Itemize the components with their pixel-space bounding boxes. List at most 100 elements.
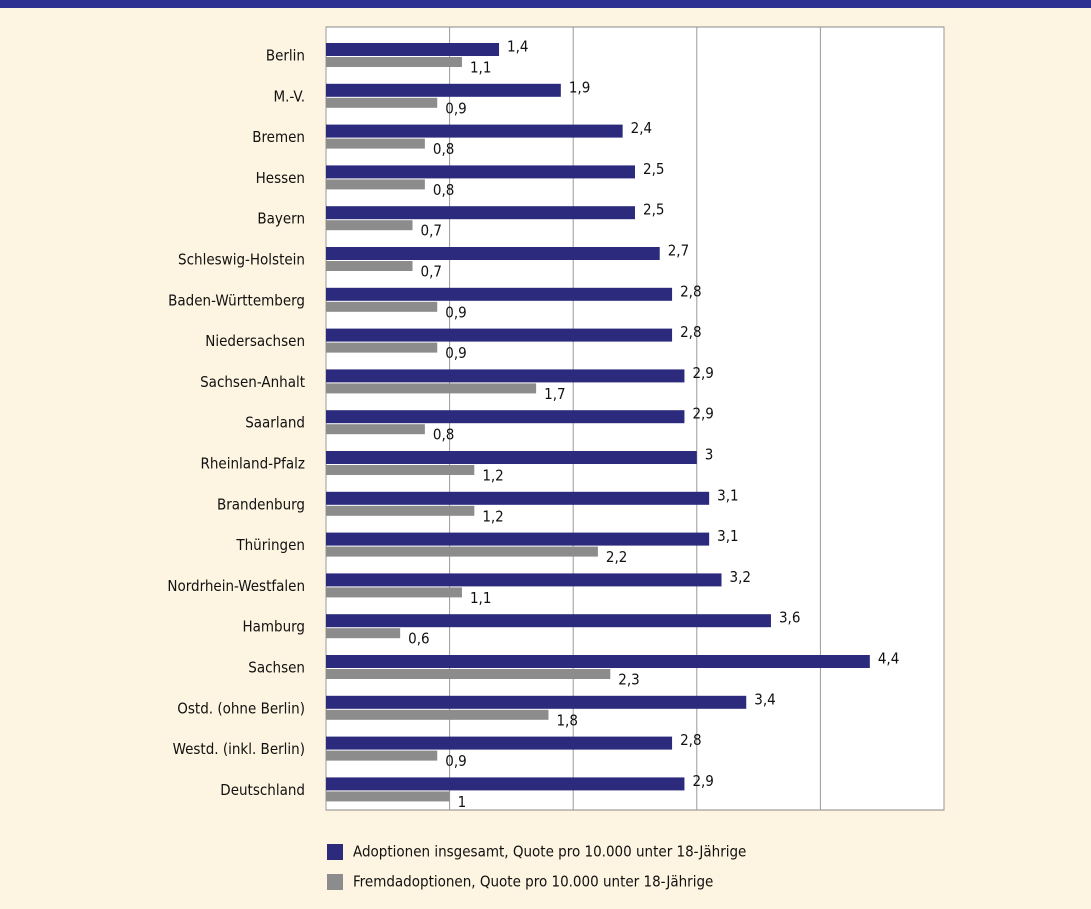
value-label: 1,8: [556, 711, 577, 729]
bar: [326, 491, 710, 505]
category-label: Niedersachsen: [205, 332, 305, 350]
value-label: 0,7: [421, 263, 442, 281]
value-label: 2,5: [643, 160, 664, 178]
value-label: 1: [458, 793, 467, 811]
value-label: 2,8: [680, 323, 701, 341]
category-label: Hessen: [256, 169, 305, 187]
value-label: 1,1: [470, 59, 491, 77]
bar: [326, 546, 598, 557]
category-label: Bremen: [252, 128, 305, 146]
value-label: 2,2: [606, 548, 627, 566]
category-label: Berlin: [266, 47, 305, 65]
value-label: 1,4: [507, 38, 528, 56]
value-label: 3,6: [779, 609, 800, 627]
value-label: 4,4: [878, 650, 899, 668]
legend-swatch: [327, 874, 343, 890]
bar: [326, 465, 475, 475]
value-label: 2,7: [668, 242, 689, 260]
bar: [326, 369, 685, 383]
value-label: 0,8: [433, 181, 454, 199]
category-label: Thüringen: [235, 536, 305, 554]
bar: [326, 791, 450, 802]
value-label: 0,9: [445, 99, 466, 117]
bar: [326, 505, 475, 516]
value-label: 2,3: [618, 671, 639, 689]
category-label: Deutschland: [220, 781, 305, 799]
category-label: Schleswig-Holstein: [178, 251, 305, 269]
bar: [326, 628, 401, 639]
category-label: Bayern: [257, 210, 305, 228]
bar: [326, 532, 710, 546]
bar: [326, 424, 425, 435]
category-label: Saarland: [245, 414, 305, 432]
value-label: 2,5: [643, 201, 664, 219]
bar: [326, 261, 413, 271]
value-label: 3,1: [717, 486, 738, 504]
bar: [326, 83, 561, 97]
category-label: Westd. (inkl. Berlin): [173, 740, 305, 758]
value-label: 0,8: [433, 140, 454, 158]
category-label: Rheinland-Pfalz: [200, 455, 305, 473]
bar: [326, 220, 413, 231]
bar: [326, 614, 771, 628]
category-label: Baden-Württemberg: [168, 291, 305, 309]
value-label: 2,8: [680, 282, 701, 300]
bar: [326, 750, 438, 761]
value-label: 0,7: [421, 222, 442, 240]
bar: [326, 342, 438, 353]
value-label: 2,8: [680, 731, 701, 749]
legend-swatch: [327, 844, 343, 860]
bar: [326, 383, 537, 394]
value-label: 1,1: [470, 589, 491, 607]
bar: [326, 57, 462, 67]
value-label: 1,7: [544, 385, 565, 403]
legend-label: Adoptionen insgesamt, Quote pro 10.000 u…: [353, 843, 746, 861]
category-label: M.-V.: [273, 87, 305, 105]
value-label: 2,4: [631, 119, 652, 137]
bar: [326, 587, 462, 598]
value-label: 3,2: [730, 568, 751, 586]
top-stripe: [0, 0, 1091, 8]
category-label: Brandenburg: [217, 495, 305, 513]
bar: [326, 138, 425, 149]
bar: [326, 301, 438, 312]
category-label: Nordrhein-Westfalen: [167, 577, 305, 595]
bar: [326, 777, 685, 791]
value-label: 3,4: [754, 690, 775, 708]
value-label: 1,2: [482, 507, 503, 525]
category-label: Sachsen: [248, 659, 305, 677]
bar: [326, 328, 673, 342]
bar: [326, 97, 438, 108]
bar: [326, 669, 611, 679]
bar: [326, 43, 500, 56]
value-label: 1,9: [569, 78, 590, 96]
value-label: 3,1: [717, 527, 738, 545]
value-label: 2,9: [692, 364, 713, 382]
category-label: Sachsen-Anhalt: [200, 373, 305, 391]
bar: [326, 709, 549, 720]
bar: [326, 165, 635, 179]
bar: [326, 573, 722, 587]
bar: [326, 410, 685, 424]
bar: [326, 247, 660, 260]
bar: [326, 206, 635, 220]
value-label: 0,9: [445, 303, 466, 321]
value-label: 2,9: [692, 772, 713, 790]
category-label: Hamburg: [242, 618, 305, 636]
value-label: 0,8: [433, 426, 454, 444]
bar: [326, 179, 425, 190]
value-label: 0,9: [445, 344, 466, 362]
bar: [326, 451, 697, 464]
category-label: Ostd. (ohne Berlin): [177, 699, 305, 717]
value-label: 1,2: [482, 467, 503, 485]
bar: [326, 655, 870, 668]
bar: [326, 695, 747, 709]
bar: [326, 736, 673, 750]
value-label: 0,6: [408, 630, 429, 648]
bar: [326, 124, 623, 138]
value-label: 3: [705, 446, 714, 464]
value-label: 0,9: [445, 752, 466, 770]
bar: [326, 287, 673, 301]
